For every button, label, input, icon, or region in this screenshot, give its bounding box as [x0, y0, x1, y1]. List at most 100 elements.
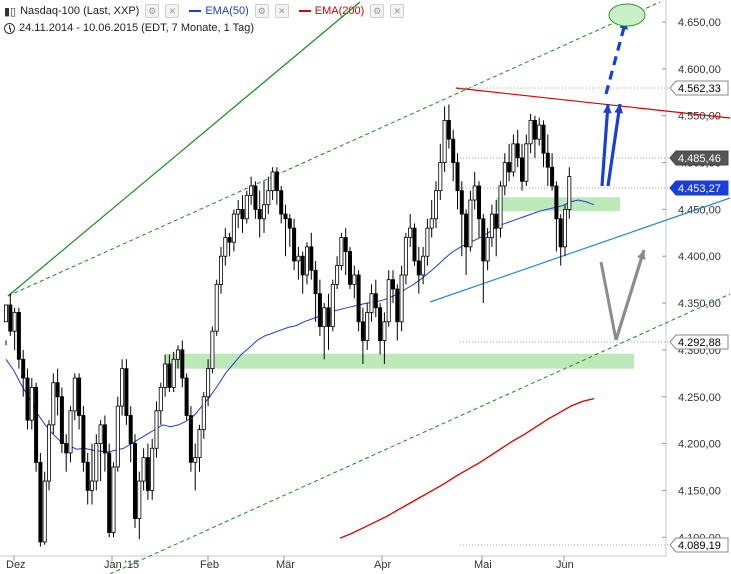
candle-body	[317, 293, 322, 327]
candle-body	[537, 124, 542, 140]
candle-body	[330, 283, 335, 327]
close-icon[interactable]: ✕	[165, 4, 180, 18]
price-tag-label: 4.089,19	[678, 540, 721, 552]
candle-body	[369, 293, 374, 313]
blue-dashed-target-arrow-shaft	[604, 19, 628, 95]
x-tick-label: Mär	[276, 559, 295, 571]
candle-body	[154, 410, 159, 449]
close-icon[interactable]: ✕	[274, 4, 289, 18]
price-tag-shape	[669, 80, 729, 96]
price-tag-shape	[669, 537, 729, 553]
candle-body	[111, 466, 116, 533]
candle-body	[459, 190, 464, 215]
settings-icon[interactable]: ⚙	[254, 4, 269, 18]
candle-body	[240, 209, 245, 220]
candle-body	[489, 213, 494, 238]
candle-body	[300, 255, 305, 276]
upper-channel-dashed-line	[7, 1, 661, 297]
candle-body	[395, 288, 400, 323]
candle-body	[68, 410, 73, 454]
candle-body	[223, 237, 228, 257]
candle-body	[472, 185, 477, 201]
candle-body	[558, 218, 563, 248]
candle-body	[51, 382, 56, 426]
y-tick-label: 4.150,00	[678, 485, 721, 497]
support-zone-1	[165, 353, 634, 369]
candle-body	[12, 312, 17, 332]
target-circle	[608, 3, 646, 27]
candle-body	[481, 218, 486, 262]
y-tick-label: 4.350,00	[678, 298, 721, 310]
candle-body	[356, 274, 361, 323]
candle-body	[378, 307, 383, 341]
price-tag-shape	[669, 180, 729, 196]
blue-arrow-up-2-shaft	[606, 103, 622, 187]
candlestick-icon[interactable]: ▮▯	[4, 4, 17, 18]
price-tag: 4.292,88	[669, 334, 729, 350]
candle-body	[16, 312, 21, 360]
candle-body	[72, 377, 77, 412]
candle-body	[115, 405, 120, 468]
candle-body	[502, 162, 507, 187]
candle-body	[59, 396, 64, 444]
ema50-legend-swatch	[189, 10, 202, 12]
x-tick-label: Mai	[474, 559, 492, 571]
candle-body	[343, 237, 348, 252]
candle-body	[244, 194, 249, 220]
candle-body	[193, 457, 198, 463]
candle-body	[524, 143, 529, 182]
price-tag: 4.089,19	[669, 537, 729, 553]
candle-body	[236, 209, 241, 215]
candle-body	[421, 255, 426, 276]
candle-body	[150, 447, 155, 491]
x-tick-label: Apr	[374, 559, 391, 571]
candle-body	[326, 307, 331, 327]
y-tick-label: 4.250,00	[678, 392, 721, 404]
y-tick-label: 4.450,00	[678, 204, 721, 216]
candle-body	[274, 171, 279, 192]
settings-icon[interactable]: ⚙	[145, 4, 160, 18]
candle-body	[455, 162, 460, 192]
candle-body	[227, 237, 232, 243]
candle-body	[266, 190, 271, 206]
candle-body	[29, 386, 34, 421]
candle-body	[382, 321, 387, 341]
candle-body	[81, 415, 86, 463]
candle-body	[253, 185, 258, 210]
x-tick-label: Dez	[6, 559, 26, 571]
clock-icon	[4, 22, 15, 34]
candle-body	[132, 443, 137, 519]
candle-body	[145, 457, 150, 491]
candle-body	[313, 269, 318, 295]
symbol-label: Nasdaq-100 (Last, XXP)	[20, 5, 140, 17]
x-tick-label: Feb	[200, 559, 219, 571]
candle-body	[214, 283, 219, 332]
candle-body	[210, 330, 215, 370]
candle-body	[545, 152, 550, 168]
candle-body	[507, 162, 512, 173]
gray-arrow-up-head	[637, 250, 646, 260]
candle-body	[365, 312, 370, 341]
candle-body	[42, 480, 47, 543]
candle-body	[309, 246, 314, 271]
close-icon[interactable]: ✕	[390, 4, 405, 18]
candle-body	[158, 386, 163, 412]
candle-body	[180, 349, 185, 379]
chart-header-row-1: ▮▯ Nasdaq-100 (Last, XXP) ⚙ ✕ EMA(50) ⚙ …	[4, 3, 405, 19]
blue-arrow-up-1-shaft	[600, 103, 610, 187]
price-tag-label: 4.562,33	[678, 83, 721, 95]
price-tag-shape	[669, 334, 729, 350]
price-tag-shape	[669, 150, 729, 166]
candle-body	[532, 120, 537, 140]
candle-body	[429, 218, 434, 229]
candle-body	[141, 457, 146, 482]
candle-body	[335, 265, 340, 285]
price-tag: 4.453,27	[669, 180, 729, 196]
candle-body	[175, 349, 180, 360]
settings-icon[interactable]: ⚙	[370, 4, 385, 18]
ema200-legend-swatch	[298, 10, 311, 12]
y-tick-label: 4.600,00	[678, 64, 721, 76]
candle-body	[34, 386, 39, 463]
candle-body	[360, 321, 365, 341]
